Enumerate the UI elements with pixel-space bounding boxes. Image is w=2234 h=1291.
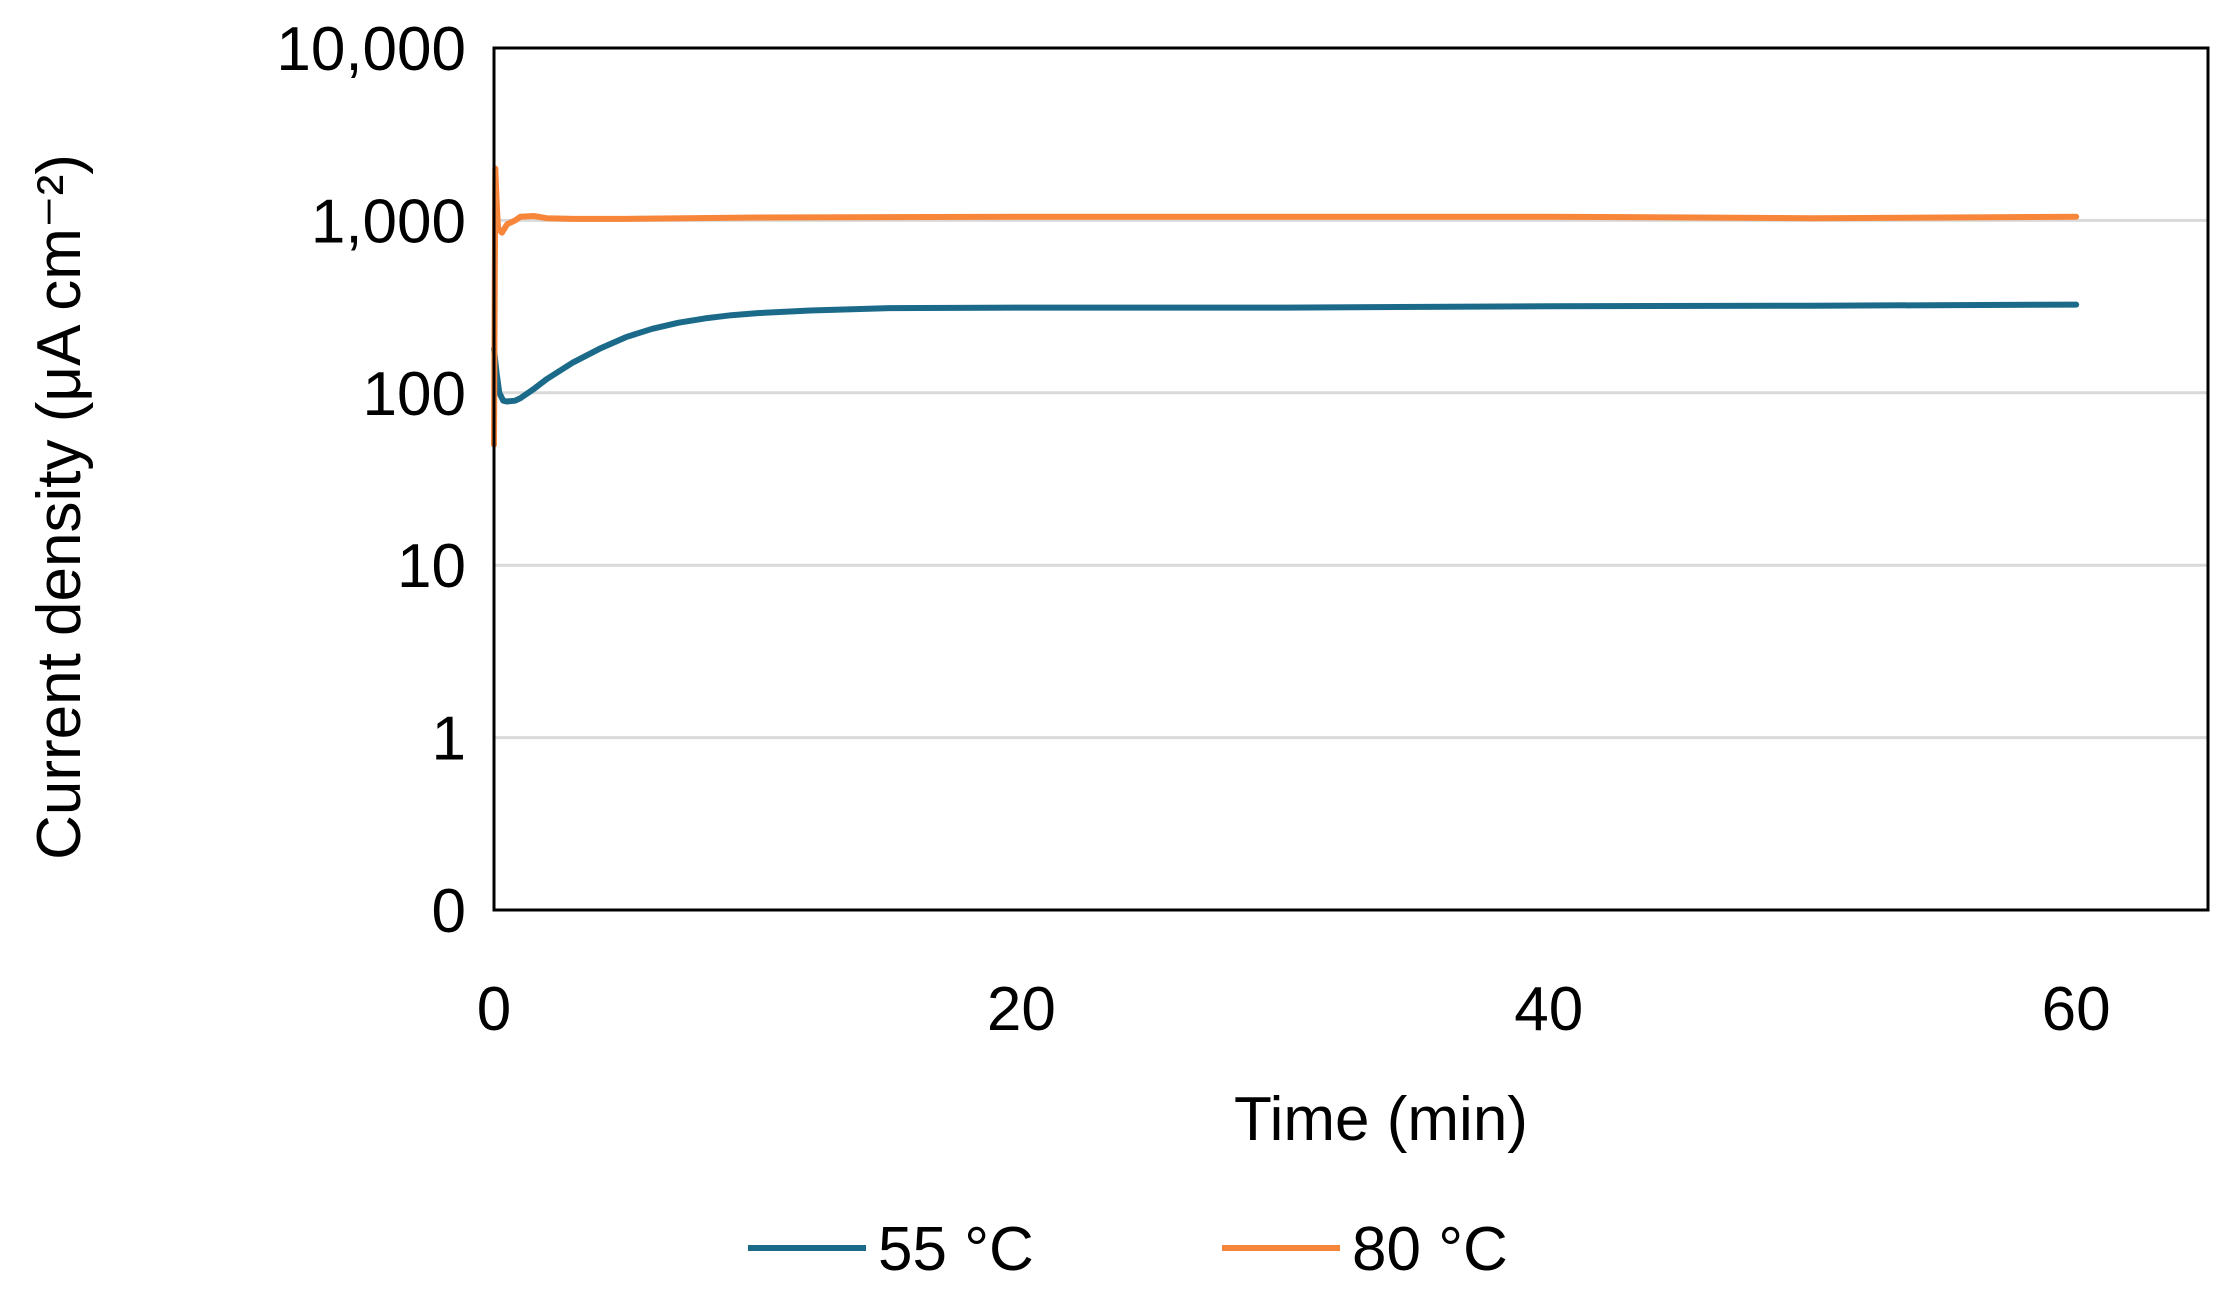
y-tick-label: 100 (363, 360, 466, 429)
plot-area-frame (492, 46, 2210, 912)
x-tick-label: 20 (987, 975, 1056, 1044)
legend: 55 °C 80 °C (748, 1215, 1508, 1284)
series-line-80c (491, 165, 2080, 448)
gridlines (494, 218, 2208, 740)
y-tick-label: 10 (397, 532, 466, 601)
y-tick-label: 1 (432, 705, 466, 774)
x-tick-label: 40 (1514, 975, 1583, 1044)
series-line-55c (491, 301, 2080, 405)
x-tick-label: 60 (2042, 975, 2111, 1044)
y-tick-label: 0 (432, 877, 466, 946)
y-tick-label: 1,000 (311, 187, 466, 256)
legend-label-55c: 55 °C (878, 1215, 1034, 1284)
y-axis-title: Current density (μA cm⁻²) (25, 154, 94, 860)
y-tick-label: 10,000 (276, 15, 466, 84)
x-axis-tick-labels: 0 20 40 60 (477, 975, 2111, 1044)
series-layer (491, 165, 2080, 448)
y-axis-tick-labels: 0 1 10 100 1,000 10,000 (276, 15, 466, 946)
x-tick-label: 0 (477, 975, 511, 1044)
x-axis-title: Time (min) (1234, 1085, 1528, 1154)
legend-label-80c: 80 °C (1352, 1215, 1508, 1284)
